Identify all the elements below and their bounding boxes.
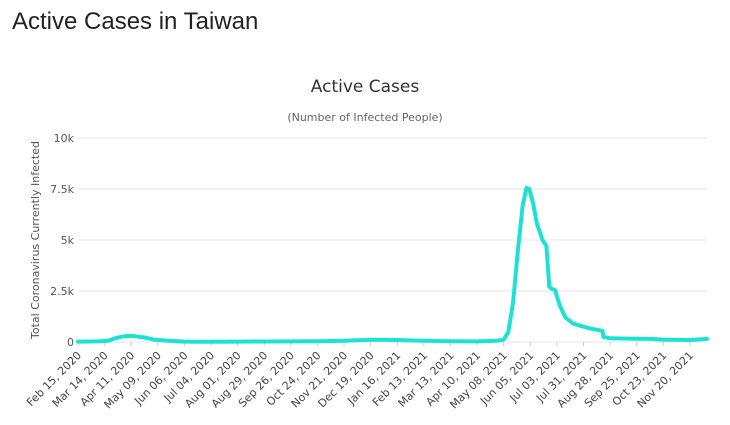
data-point	[152, 338, 156, 342]
data-point	[126, 334, 130, 338]
data-point	[262, 340, 266, 343]
data-point	[449, 339, 452, 343]
data-point	[601, 335, 605, 339]
data-point	[571, 322, 575, 326]
data-point	[553, 288, 557, 292]
data-point	[582, 325, 585, 329]
series-line-0	[76, 186, 709, 344]
data-point	[120, 335, 124, 339]
y-tick-label: 7.5k	[50, 183, 74, 196]
data-point	[563, 316, 567, 319]
data-point	[495, 339, 499, 343]
data-point	[143, 336, 146, 339]
data-point	[369, 338, 373, 342]
data-point	[236, 340, 240, 344]
series-layer	[76, 186, 709, 344]
y-axis-label: Total Coronavirus Currently Infected	[29, 141, 42, 340]
data-point	[166, 339, 170, 343]
chart-container: Active Cases (Number of Infected People)…	[0, 60, 730, 420]
data-point	[209, 340, 213, 344]
data-point	[76, 340, 80, 344]
data-point	[113, 336, 117, 340]
y-tick-label: 0	[67, 336, 74, 349]
chart-title: Active Cases	[311, 77, 420, 97]
data-point	[516, 248, 520, 252]
data-point	[547, 285, 551, 289]
data-point	[395, 338, 399, 342]
data-point	[422, 339, 426, 343]
data-point	[511, 299, 515, 303]
data-point	[635, 337, 639, 341]
data-point	[182, 340, 186, 344]
data-point	[550, 287, 554, 291]
data-point	[705, 337, 709, 341]
data-point	[601, 329, 604, 333]
data-point	[525, 186, 528, 190]
data-point	[475, 339, 479, 343]
chart-subtitle: (Number of Infected People)	[287, 111, 442, 124]
data-point	[106, 339, 110, 343]
data-point	[521, 203, 525, 207]
data-point	[661, 338, 665, 342]
data-point	[133, 334, 137, 338]
data-point	[544, 244, 548, 248]
grid-lines	[78, 137, 707, 343]
data-point	[289, 339, 293, 343]
y-tick-label: 10k	[54, 132, 75, 145]
y-tick-labels: 0 2.5k 5k 7.5k 10k	[50, 132, 74, 349]
data-point	[502, 338, 506, 342]
data-point	[649, 337, 653, 341]
data-point	[96, 339, 100, 343]
data-point	[315, 339, 319, 343]
data-point	[342, 339, 346, 343]
data-point	[355, 338, 359, 342]
data-point	[535, 222, 539, 226]
data-point	[531, 201, 535, 205]
page-heading: Active Cases in Taiwan	[12, 8, 259, 35]
data-point	[558, 303, 562, 307]
data-point	[589, 327, 593, 331]
y-tick-label: 2.5k	[50, 285, 74, 298]
data-point	[688, 338, 692, 342]
data-point	[506, 330, 510, 334]
active-cases-chart: Active Cases (Number of Infected People)…	[24, 77, 709, 411]
data-point	[541, 238, 545, 242]
data-point	[608, 336, 612, 340]
data-point	[527, 187, 531, 191]
y-tick-label: 5k	[61, 234, 75, 247]
data-point	[381, 338, 385, 342]
